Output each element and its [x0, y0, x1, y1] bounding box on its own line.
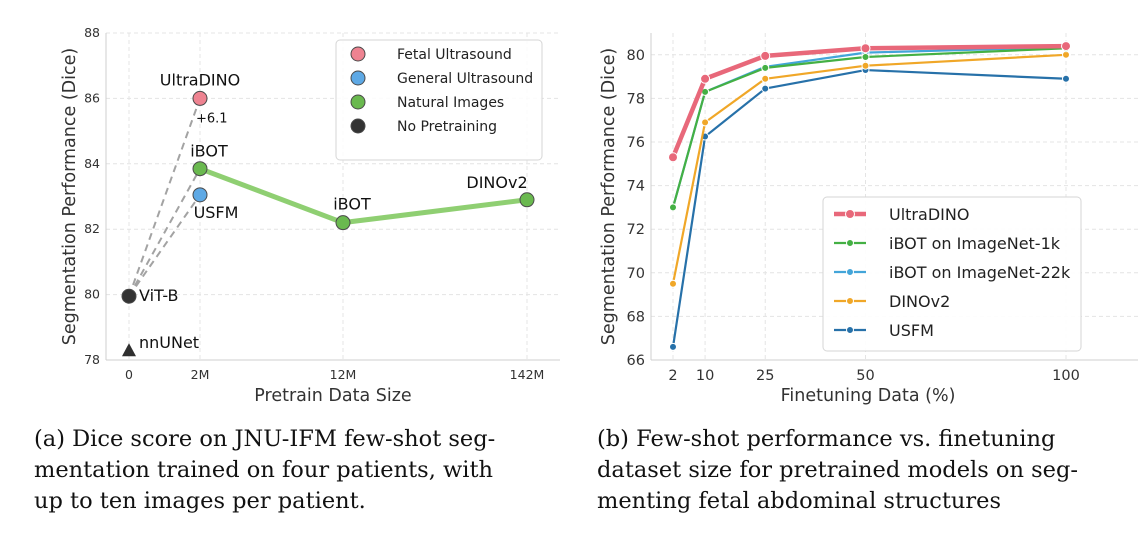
chart-a-point-label: USFM: [194, 203, 239, 222]
chart-b-legend-marker: [846, 239, 854, 247]
chart-a-gain-annotation: +6.1: [196, 111, 228, 126]
chart-a-x-axis-label: Pretrain Data Size: [254, 386, 411, 406]
chart-b-point: [761, 63, 770, 72]
chart-b-y-tick-label: 74: [627, 179, 645, 195]
chart-b-point: [1061, 41, 1071, 52]
chart-a-y-tick-label: 80: [84, 287, 100, 302]
chart-b-legend: UltraDINO iBOT on ImageNet-1k iBOT on Imag…: [822, 196, 1082, 352]
chart-a-points: [121, 90, 535, 357]
chart-a: 78 80 82 84 86 88 0 2M 12M 142M Pretrain Data Size…: [60, 25, 560, 406]
chart-a-axes: 78 80 82 84 86 88 0 2M 12M 142M Pretrain Data Size…: [60, 25, 560, 406]
chart-a-legend-marker: [350, 118, 366, 134]
chart-b-legend-label: iBOT on ImageNet-1k: [889, 234, 1061, 253]
chart-a-legend-label: Natural Images: [397, 95, 504, 111]
chart-a-point-label: iBOT: [333, 195, 371, 214]
chart-b-legend-marker: [846, 326, 854, 334]
chart-b-point: [860, 43, 871, 54]
chart-a-point-label: DINOv2: [466, 173, 527, 192]
chart-b-legend-label: iBOT on ImageNet-22k: [889, 263, 1071, 282]
chart-a-point: [192, 161, 208, 177]
chart-b-legend-label: DINOv2: [889, 292, 950, 311]
chart-b-x-tick-label: 2: [668, 368, 677, 384]
chart-b-legend-label: USFM: [889, 321, 934, 340]
chart-b-y-axis-label: Segmentation Performance (Dice): [599, 48, 619, 345]
chart-a-x-tick-label: 12M: [330, 367, 357, 382]
chart-a-y-tick-label: 78: [84, 352, 100, 367]
chart-b-legend-box: [822, 196, 1082, 352]
chart-b-point: [669, 342, 677, 351]
chart-b-point: [1062, 50, 1070, 59]
chart-a-legend-box: [335, 39, 543, 161]
figure: 78 80 82 84 86 88 0 2M 12M 142M Pretrain Data Size…: [60, 25, 1138, 406]
chart-b-legend-marker: [846, 297, 854, 305]
chart-b-point: [761, 74, 770, 83]
chart-b-point: [701, 118, 710, 127]
chart-b-x-tick-label: 10: [696, 368, 714, 384]
chart-b-point: [668, 152, 678, 163]
chart-b-legend-label: UltraDINO: [889, 205, 969, 224]
chart-a-point-label: ViT-B: [139, 286, 179, 305]
chart-b-y-tick-label: 80: [627, 48, 645, 64]
chart-a-legend: Fetal Ultrasound General Ultrasound Natura…: [335, 39, 543, 161]
chart-b-legend-marker: [845, 209, 855, 219]
chart-a-legend-label: No Pretraining: [397, 119, 497, 135]
chart-a-gain-line: [128, 194, 201, 297]
chart-b-point: [761, 84, 770, 93]
chart-a-x-tick-label: 142M: [510, 367, 545, 382]
caption-a-line: mentation trained on four patients, with: [34, 457, 493, 483]
chart-a-y-tick-label: 88: [84, 25, 100, 40]
caption-b-line: (b) Few-shot performance vs. finetuning: [597, 426, 1056, 452]
chart-b-y-tick-label: 66: [627, 353, 645, 369]
chart-a-y-tick-label: 82: [84, 221, 100, 236]
chart-b-point: [861, 61, 870, 70]
chart-a-gain-lines: [128, 98, 201, 297]
chart-a-y-tick-label: 86: [84, 90, 100, 105]
chart-a-legend-label: General Ultrasound: [397, 71, 533, 87]
chart-b-y-tick-label: 76: [627, 135, 645, 151]
chart-a-point-labels: UltraDINO iBOT USFM iBOT DINOv2 ViT-B nnUNet +6…: [139, 70, 528, 352]
caption-a: (a) Dice score on JNU-IFM few-shot seg- …: [34, 424, 495, 517]
chart-b: 66 68 70 72 74 76 78 80 2 10 25 50 100 Finetuning Dat…: [599, 33, 1138, 406]
chart-b-axes: 66 68 70 72 74 76 78 80 2 10 25 50 100 Finetuning Dat…: [599, 33, 1138, 406]
chart-a-point: [121, 288, 137, 304]
chart-a-point-label: UltraDINO: [160, 70, 240, 89]
chart-a-y-axis-label: Segmentation Performance (Dice): [60, 48, 80, 345]
chart-b-point: [669, 279, 677, 288]
caption-a-line: up to ten images per patient.: [34, 488, 366, 514]
chart-b-point: [669, 203, 677, 212]
chart-a-legend-marker: [350, 70, 366, 86]
chart-a-point: [192, 90, 208, 106]
chart-a-point: [519, 192, 535, 208]
chart-a-point: [192, 187, 208, 203]
caption-a-line: (a) Dice score on JNU-IFM few-shot seg-: [34, 426, 496, 452]
chart-b-legend-marker: [846, 268, 854, 276]
chart-a-point: [122, 343, 136, 357]
chart-a-point-label: iBOT: [190, 142, 228, 161]
caption-b-line: menting fetal abdominal structures: [597, 488, 1002, 514]
chart-a-point: [335, 215, 351, 231]
chart-b-x-tick-label: 100: [1052, 368, 1080, 384]
chart-a-gain-line: [128, 168, 201, 297]
chart-b-y-tick-label: 68: [627, 309, 645, 325]
caption-b: (b) Few-shot performance vs. finetuning …: [597, 424, 1078, 517]
chart-b-y-tick-label: 72: [627, 222, 645, 238]
caption-b-line: dataset size for pretrained models on se…: [597, 457, 1078, 483]
chart-a-y-tick-label: 84: [84, 156, 100, 171]
chart-b-x-axis-label: Finetuning Data (%): [781, 386, 956, 406]
chart-b-point: [760, 50, 771, 61]
chart-a-legend-marker: [350, 46, 366, 62]
chart-a-x-tick-label: 2M: [191, 367, 210, 382]
chart-b-x-tick-label: 50: [856, 368, 874, 384]
chart-b-x-tick-label: 25: [756, 368, 774, 384]
chart-b-point: [861, 52, 870, 61]
chart-a-legend-marker: [350, 94, 366, 110]
chart-b-point: [700, 73, 711, 84]
chart-b-y-tick-label: 70: [627, 266, 645, 282]
chart-a-point-label: nnUNet: [139, 333, 199, 352]
chart-b-y-tick-label: 78: [627, 91, 645, 107]
chart-a-legend-label: Fetal Ultrasound: [397, 47, 512, 63]
chart-b-point: [1062, 74, 1070, 83]
chart-a-x-tick-label: 0: [125, 367, 133, 382]
chart-b-series: [668, 41, 1071, 351]
